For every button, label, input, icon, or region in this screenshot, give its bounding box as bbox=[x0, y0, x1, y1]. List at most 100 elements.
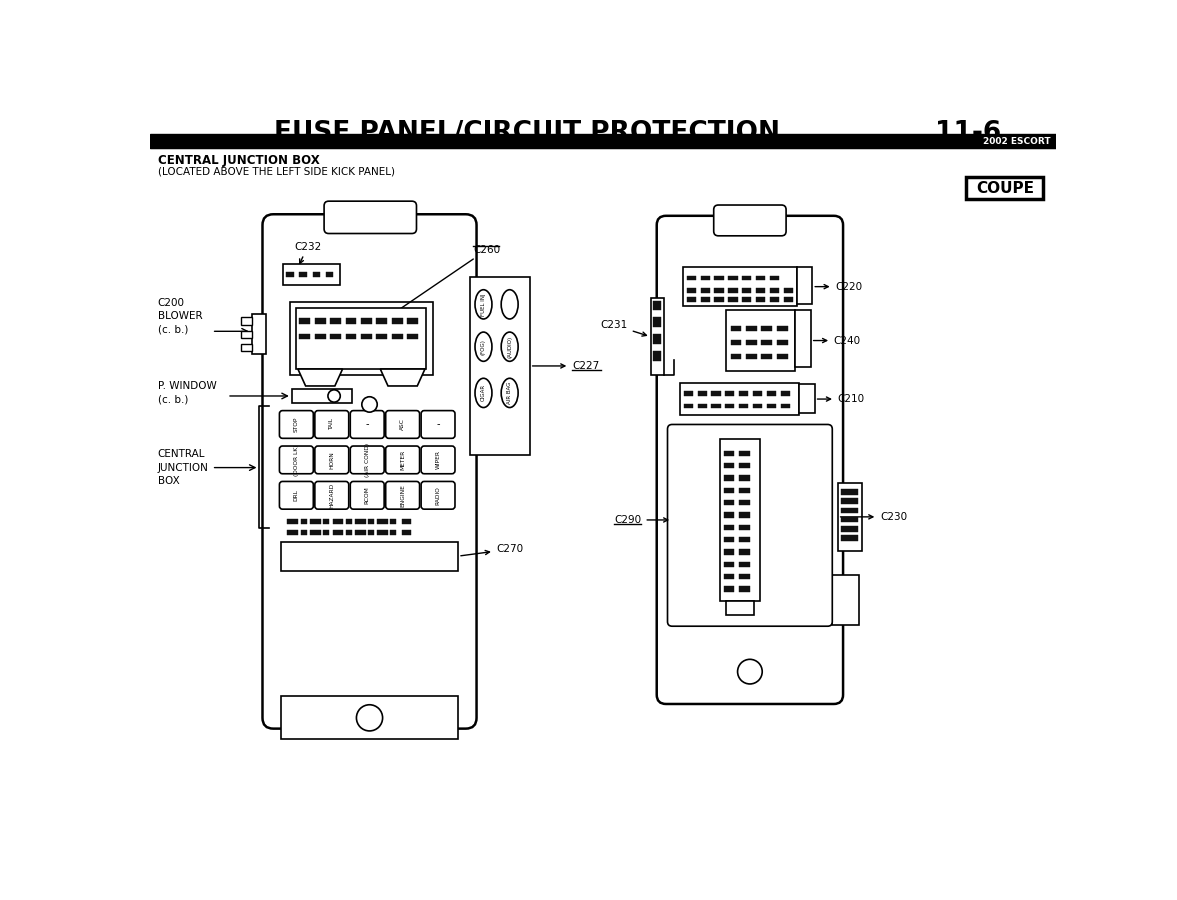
Bar bbox=[739, 512, 750, 517]
Text: 11-6: 11-6 bbox=[936, 120, 1002, 146]
Text: HORN: HORN bbox=[330, 451, 334, 469]
Bar bbox=[762, 354, 772, 359]
Bar bbox=[840, 517, 858, 522]
Bar bbox=[724, 488, 734, 493]
FancyBboxPatch shape bbox=[657, 216, 843, 704]
Bar bbox=[331, 334, 341, 339]
Bar bbox=[714, 297, 724, 302]
Text: ENGINE: ENGINE bbox=[400, 484, 405, 507]
Text: C270: C270 bbox=[461, 544, 524, 556]
Bar bbox=[346, 334, 357, 339]
FancyBboxPatch shape bbox=[262, 214, 477, 729]
Bar bbox=[287, 530, 298, 535]
Bar bbox=[407, 319, 418, 324]
Bar bbox=[252, 313, 266, 354]
Text: C227: C227 bbox=[532, 361, 599, 371]
Bar bbox=[731, 326, 742, 331]
Bar bbox=[780, 392, 790, 396]
Text: (FOG): (FOG) bbox=[481, 338, 486, 355]
Bar bbox=[770, 276, 779, 281]
Text: C260: C260 bbox=[371, 245, 500, 328]
Bar bbox=[301, 530, 307, 535]
Bar bbox=[711, 404, 720, 409]
Bar bbox=[311, 519, 321, 524]
Ellipse shape bbox=[476, 290, 492, 319]
Text: ASC: ASC bbox=[400, 418, 405, 430]
FancyBboxPatch shape bbox=[351, 410, 384, 438]
FancyBboxPatch shape bbox=[351, 482, 384, 509]
Bar bbox=[756, 276, 765, 281]
FancyBboxPatch shape bbox=[421, 410, 455, 438]
Bar bbox=[653, 301, 660, 310]
Bar bbox=[743, 288, 751, 292]
Text: C231: C231 bbox=[600, 320, 646, 336]
Bar bbox=[368, 530, 374, 535]
Bar bbox=[377, 334, 387, 339]
Bar bbox=[731, 340, 742, 346]
Bar bbox=[739, 488, 750, 493]
Bar bbox=[739, 463, 750, 468]
Bar bbox=[291, 302, 433, 375]
Text: WIPER: WIPER bbox=[435, 450, 440, 470]
Bar bbox=[299, 334, 311, 339]
Bar bbox=[832, 575, 859, 626]
FancyBboxPatch shape bbox=[421, 482, 455, 509]
Bar bbox=[401, 519, 411, 524]
Text: RCOM: RCOM bbox=[365, 486, 370, 504]
Bar bbox=[684, 404, 693, 409]
Circle shape bbox=[328, 390, 340, 402]
Bar bbox=[714, 288, 724, 292]
Text: STOP: STOP bbox=[294, 417, 299, 432]
Bar bbox=[653, 351, 660, 361]
Bar bbox=[355, 519, 366, 524]
Bar bbox=[724, 537, 734, 543]
Text: -: - bbox=[365, 419, 368, 429]
Bar bbox=[684, 392, 693, 396]
Bar bbox=[966, 177, 1043, 199]
Bar bbox=[391, 530, 397, 535]
Text: 2002 ESCORT: 2002 ESCORT bbox=[983, 137, 1051, 146]
Bar bbox=[725, 404, 734, 409]
Bar bbox=[762, 326, 772, 331]
Bar bbox=[724, 500, 734, 505]
Bar bbox=[313, 272, 320, 276]
Bar bbox=[700, 288, 710, 292]
Bar bbox=[368, 519, 374, 524]
FancyBboxPatch shape bbox=[324, 202, 417, 233]
Ellipse shape bbox=[501, 332, 518, 361]
Bar bbox=[724, 463, 734, 468]
Bar bbox=[680, 382, 799, 415]
Bar bbox=[729, 288, 738, 292]
Bar bbox=[743, 276, 751, 281]
Bar bbox=[311, 530, 321, 535]
Bar bbox=[726, 601, 753, 615]
Bar bbox=[314, 319, 326, 324]
FancyBboxPatch shape bbox=[386, 410, 419, 438]
Bar bbox=[355, 530, 366, 535]
Bar bbox=[762, 340, 772, 346]
Text: CENTRAL JUNCTION BOX: CENTRAL JUNCTION BOX bbox=[158, 154, 319, 166]
FancyBboxPatch shape bbox=[314, 446, 348, 473]
Bar bbox=[686, 288, 696, 292]
Bar bbox=[326, 272, 333, 276]
Bar bbox=[346, 319, 357, 324]
Bar bbox=[698, 404, 706, 409]
Text: C210: C210 bbox=[817, 394, 865, 404]
Bar bbox=[333, 530, 344, 535]
Bar bbox=[797, 267, 812, 304]
Circle shape bbox=[738, 660, 763, 684]
Bar bbox=[840, 508, 858, 513]
Bar bbox=[767, 392, 776, 396]
Text: C240: C240 bbox=[813, 336, 860, 346]
Bar bbox=[361, 319, 372, 324]
FancyBboxPatch shape bbox=[667, 425, 832, 626]
Bar bbox=[799, 383, 814, 413]
Bar bbox=[840, 526, 858, 532]
Bar bbox=[651, 298, 665, 375]
FancyBboxPatch shape bbox=[351, 446, 384, 473]
Circle shape bbox=[361, 397, 377, 412]
Text: RADIO: RADIO bbox=[435, 486, 440, 505]
Bar bbox=[739, 562, 750, 567]
Bar bbox=[739, 392, 749, 396]
Text: C232: C232 bbox=[294, 241, 321, 264]
